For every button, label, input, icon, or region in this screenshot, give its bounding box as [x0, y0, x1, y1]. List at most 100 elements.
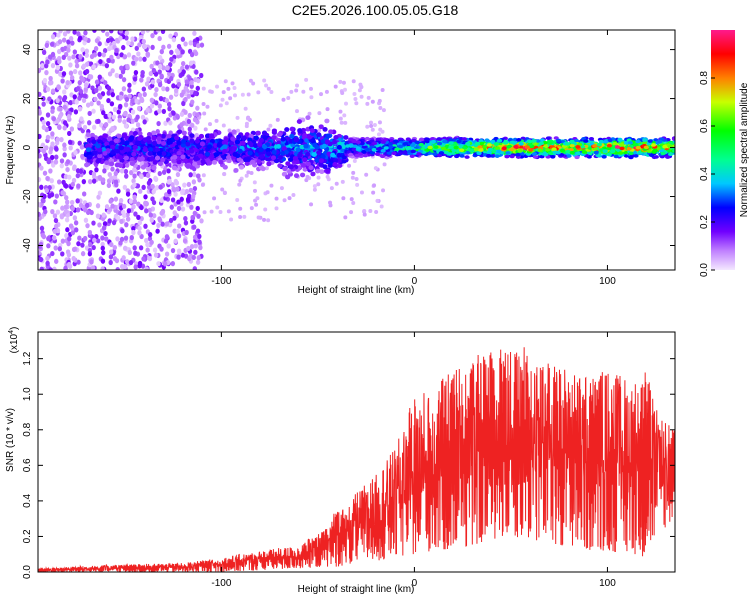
noise-cell — [45, 112, 51, 118]
noise-cell — [101, 225, 107, 231]
noise-cell — [53, 245, 58, 251]
noise-cell — [73, 220, 79, 226]
band-cell — [208, 133, 215, 139]
noise-cell — [109, 30, 114, 34]
noise-cell — [158, 96, 164, 102]
noise-cell — [122, 184, 128, 190]
noise-cell — [38, 148, 41, 154]
noise-cell — [274, 206, 279, 211]
noise-cell — [38, 201, 41, 207]
noise-cell — [77, 140, 82, 146]
noise-cell — [68, 223, 74, 229]
noise-cell — [145, 107, 150, 113]
band-cell — [333, 135, 339, 140]
noise-cell — [99, 103, 105, 110]
noise-cell — [53, 199, 58, 205]
band-cell — [85, 132, 91, 138]
noise-cell — [132, 245, 137, 251]
band-cell — [303, 143, 309, 149]
noise-cell — [150, 183, 155, 190]
band-cell — [280, 136, 286, 142]
noise-cell — [255, 196, 260, 201]
noise-cell — [166, 43, 172, 49]
noise-cell — [245, 116, 250, 121]
noise-cell — [201, 173, 206, 178]
noise-cell — [101, 110, 106, 116]
noise-cell — [325, 174, 330, 179]
noise-cell — [100, 30, 106, 33]
noise-cell — [202, 111, 207, 116]
band-cell — [139, 156, 145, 162]
noise-cell — [252, 188, 257, 193]
band-cell — [231, 146, 237, 152]
noise-cell — [180, 49, 185, 55]
noise-cell — [83, 82, 89, 88]
noise-cell — [103, 80, 108, 86]
noise-cell — [164, 234, 170, 240]
noise-cell — [117, 117, 122, 123]
noise-cell — [224, 101, 229, 106]
noise-cell — [124, 30, 130, 36]
noise-cell — [205, 104, 210, 109]
noise-cell — [119, 218, 124, 225]
noise-cell — [56, 84, 61, 90]
noise-cell — [160, 209, 166, 215]
band-cell — [247, 140, 253, 146]
noise-cell — [101, 212, 106, 218]
noise-cell — [80, 153, 85, 160]
band-cell — [289, 126, 295, 132]
noise-cell — [149, 103, 155, 109]
noise-cell — [181, 100, 186, 107]
band-cell — [123, 155, 130, 161]
noise-cell — [319, 92, 324, 97]
noise-cell — [135, 183, 141, 189]
band-cell — [295, 147, 301, 153]
band-cell — [109, 161, 115, 167]
noise-cell — [66, 47, 71, 53]
noise-cell — [375, 198, 380, 203]
noise-cell — [125, 216, 131, 222]
noise-cell — [92, 237, 97, 243]
noise-cell — [262, 78, 267, 83]
noise-cell — [138, 188, 143, 194]
band-cell — [180, 139, 187, 144]
noise-cell — [78, 70, 83, 76]
noise-cell — [371, 190, 376, 195]
noise-cell — [47, 96, 52, 102]
noise-cell — [71, 255, 76, 262]
noise-cell — [341, 80, 346, 85]
noise-cell — [171, 187, 177, 193]
noise-cell — [202, 210, 207, 215]
noise-cell — [38, 176, 42, 183]
band-cell — [200, 159, 206, 164]
noise-cell — [209, 89, 214, 94]
noise-cell — [45, 59, 50, 65]
band-cell — [230, 136, 236, 142]
noise-cell — [175, 113, 180, 119]
band-cell — [232, 151, 238, 157]
noise-cell — [61, 71, 67, 77]
noise-cell — [51, 116, 57, 122]
noise-cell — [141, 184, 146, 190]
noise-cell — [156, 261, 161, 267]
band-cell — [502, 141, 509, 145]
noise-cell — [127, 82, 132, 88]
noise-cell — [137, 260, 143, 266]
noise-cell — [100, 266, 105, 270]
noise-cell — [72, 215, 78, 221]
noise-cell — [57, 124, 62, 130]
band-cell — [194, 138, 201, 144]
noise-cell — [161, 44, 166, 50]
noise-cell — [106, 57, 111, 64]
noise-cell — [140, 114, 146, 120]
noise-cell — [52, 228, 58, 234]
noise-cell — [124, 173, 129, 179]
noise-cell — [58, 30, 63, 34]
noise-cell — [105, 31, 110, 37]
noise-cell — [89, 101, 94, 107]
noise-cell — [168, 94, 174, 100]
noise-cell — [244, 173, 249, 178]
noise-cell — [351, 79, 356, 84]
noise-cell — [139, 204, 144, 211]
noise-cell — [113, 170, 119, 177]
